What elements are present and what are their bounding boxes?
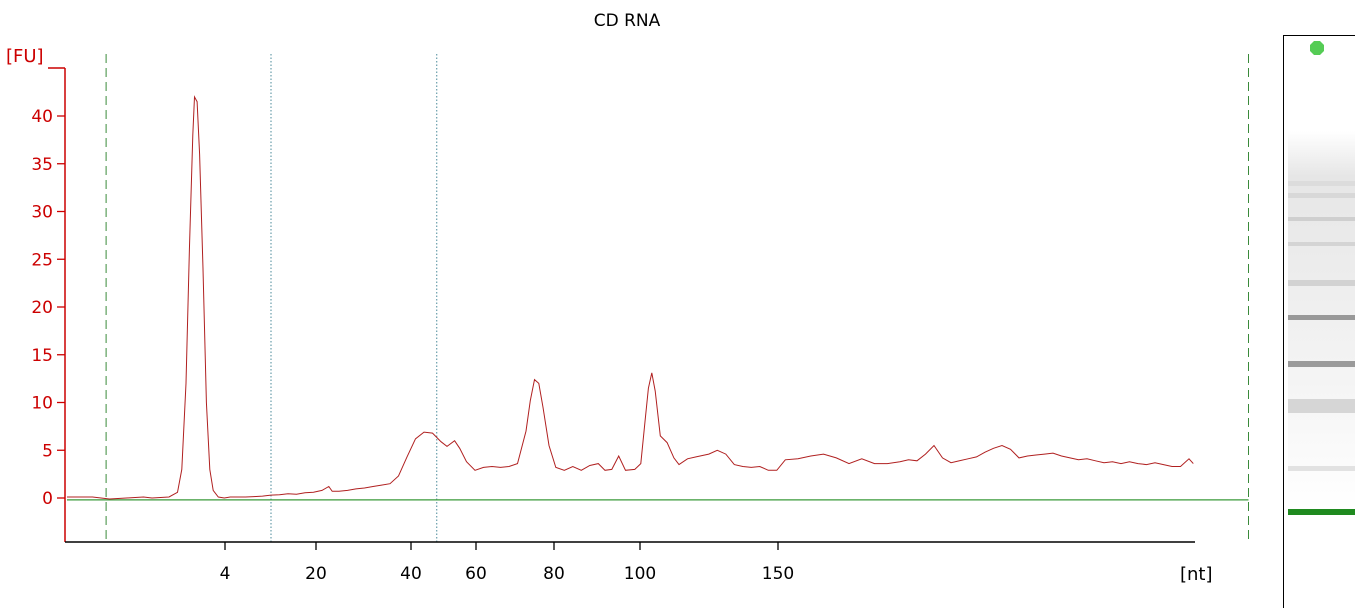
marker-icon [1310, 41, 1324, 55]
electropherogram-chart: CD RNA [FU] [nt] 0 5 10 15 20 25 30 35 40 4 20 40 6… [6, 11, 1249, 585]
y-tick-label: 15 [31, 346, 53, 366]
gel-band [1288, 399, 1355, 413]
x-tick-label: 20 [305, 564, 327, 584]
x-tick-label: 4 [220, 564, 231, 584]
y-tick-label: 5 [42, 441, 53, 461]
gel-image-lane [1283, 35, 1355, 608]
y-axis: 0 5 10 15 20 25 30 35 40 [31, 67, 66, 542]
gel-lane-bands [1288, 41, 1355, 515]
gel-band [1288, 193, 1355, 198]
fluorescence-trace [67, 95, 1194, 500]
y-tick-label: 35 [31, 155, 53, 175]
gel-band [1288, 466, 1355, 471]
y-axis-unit-label: [FU] [6, 46, 44, 67]
y-tick-label: 40 [31, 107, 53, 127]
x-axis-unit-label: [nt] [1180, 564, 1213, 585]
y-tick-label: 25 [31, 250, 53, 270]
x-tick-label: 40 [400, 564, 422, 584]
x-tick-label: 150 [762, 564, 794, 584]
y-tick-label: 10 [31, 394, 53, 414]
y-tick-label: 20 [31, 298, 53, 318]
x-axis: 4 20 40 60 80 100 150 [65, 541, 1195, 584]
y-tick-label: 30 [31, 203, 53, 223]
x-tick-label: 80 [543, 564, 565, 584]
y-tick-label: 0 [42, 489, 53, 509]
gel-band [1288, 181, 1355, 186]
gel-band [1288, 280, 1355, 286]
gel-band [1288, 315, 1355, 320]
gel-band [1288, 242, 1355, 246]
gel-band [1288, 361, 1355, 367]
x-tick-label: 60 [465, 564, 487, 584]
x-tick-label: 100 [624, 564, 656, 584]
chart-title: CD RNA [594, 11, 661, 31]
marker-lines [105, 54, 1249, 542]
lower-marker-band [1288, 509, 1355, 515]
gel-band [1288, 217, 1355, 221]
gel-lane-background [1288, 131, 1355, 511]
